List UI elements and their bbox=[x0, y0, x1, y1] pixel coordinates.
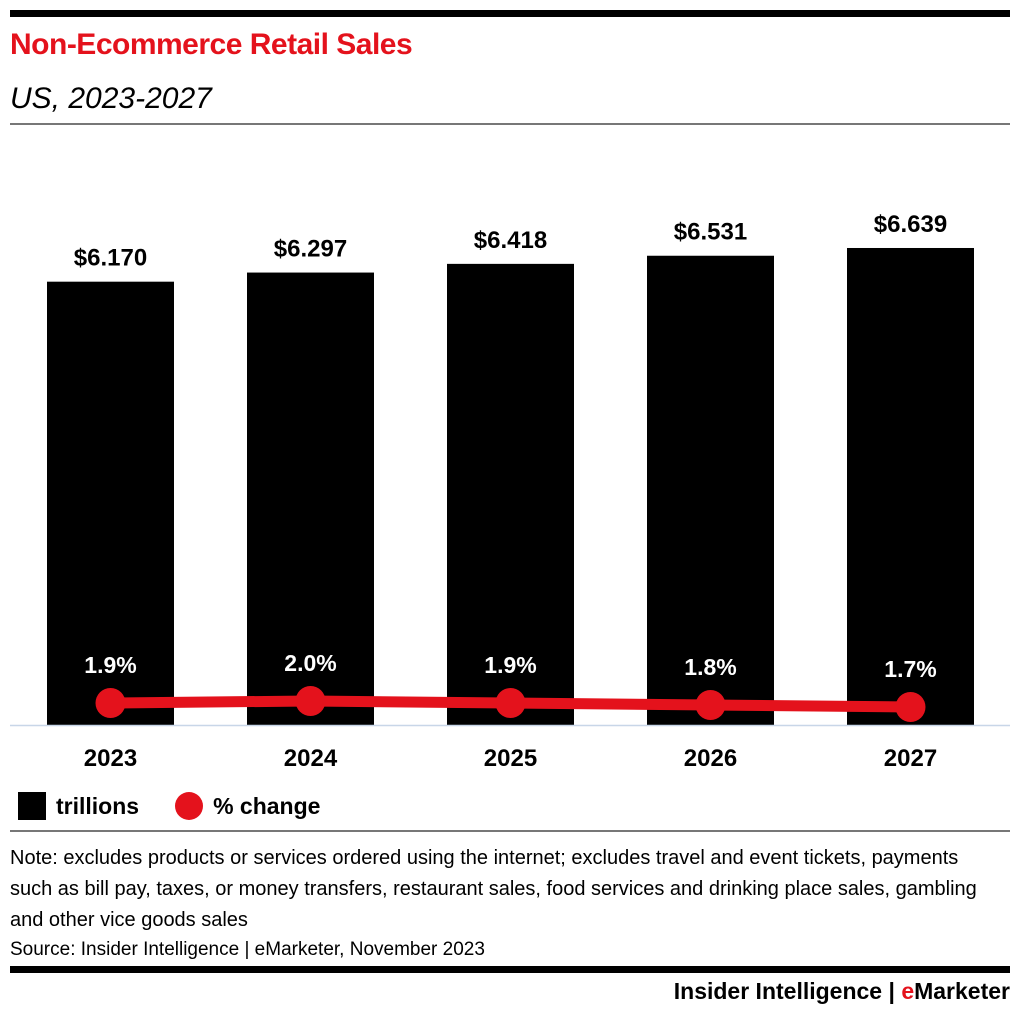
chart-note: Note: excludes products or services orde… bbox=[10, 847, 977, 931]
bar-value-label-2026: $6.531 bbox=[674, 219, 747, 246]
legend-label-trillions: trillions bbox=[56, 792, 140, 819]
legend-swatch-dot bbox=[175, 792, 204, 820]
bar-2023 bbox=[47, 281, 174, 725]
chart-title: Non-Ecommerce Retail Sales bbox=[10, 28, 413, 61]
legend-label-change: % change bbox=[213, 792, 321, 819]
x-tick-label-2026: 2026 bbox=[684, 745, 737, 772]
change-point-2026 bbox=[695, 690, 726, 720]
change-point-2023 bbox=[95, 688, 126, 718]
bar-value-label-2024: $6.297 bbox=[274, 236, 347, 263]
bar-value-label-2027: $6.639 bbox=[874, 211, 947, 238]
change-label-2027: 1.7% bbox=[884, 656, 936, 682]
chart-plot: $6.170 2023 $6.297 2024 $6.418 2025 $6.531 2026… bbox=[10, 211, 1010, 772]
x-tick-label-2025: 2025 bbox=[484, 745, 537, 772]
chart-source: Source: Insider Intelligence | eMarketer… bbox=[10, 939, 485, 960]
brand-logo: Insider Intelligence | eMarketer bbox=[674, 978, 1010, 1005]
change-label-2023: 1.9% bbox=[84, 652, 136, 678]
legend-divider bbox=[10, 830, 1010, 832]
x-tick-label-2023: 2023 bbox=[84, 745, 137, 772]
bar-value-label-2025: $6.418 bbox=[474, 227, 547, 254]
bar-2026 bbox=[647, 255, 774, 725]
bar-2024 bbox=[247, 272, 374, 725]
x-tick-label-2027: 2027 bbox=[884, 745, 937, 772]
chart-subtitle: US, 2023-2027 bbox=[10, 82, 212, 115]
change-point-2025 bbox=[495, 688, 526, 718]
change-label-2024: 2.0% bbox=[284, 650, 336, 676]
top-rule bbox=[10, 10, 1010, 17]
bar-value-label-2023: $6.170 bbox=[74, 245, 147, 272]
legend-swatch-bar bbox=[18, 792, 46, 820]
change-label-2025: 1.9% bbox=[484, 652, 536, 678]
change-point-2027 bbox=[895, 692, 926, 722]
logo-part2: Marketer bbox=[914, 978, 1010, 1004]
header-divider bbox=[10, 123, 1010, 125]
bar-2027 bbox=[847, 247, 974, 725]
change-point-2024 bbox=[295, 686, 326, 716]
bottom-rule bbox=[10, 966, 1010, 973]
logo-e: e bbox=[901, 978, 915, 1004]
logo-part1: Insider Intelligence | bbox=[673, 978, 902, 1004]
bar-2025 bbox=[447, 263, 574, 725]
x-tick-label-2024: 2024 bbox=[284, 745, 338, 772]
legend: trillions % change bbox=[18, 792, 320, 820]
change-label-2026: 1.8% bbox=[684, 654, 736, 680]
